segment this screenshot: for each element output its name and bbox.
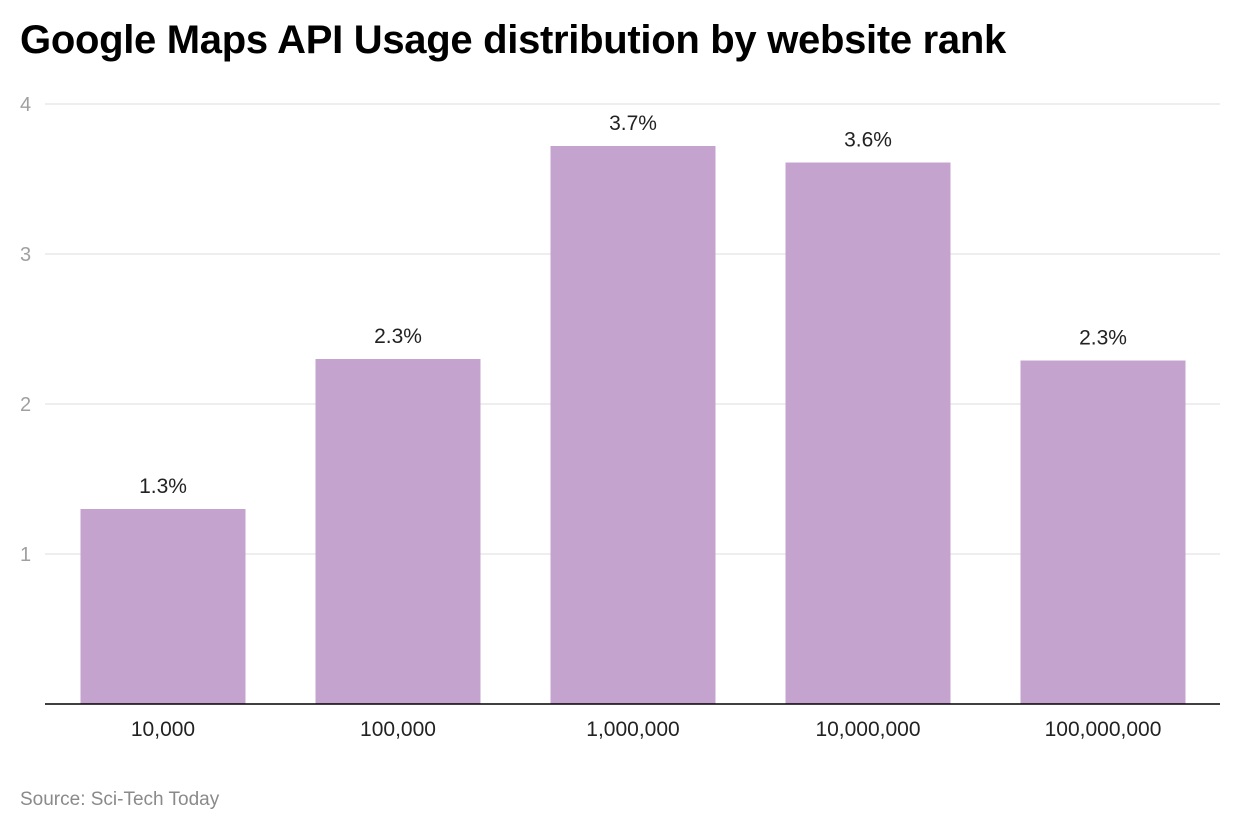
source-note: Source: Sci-Tech Today [20,789,220,810]
y-tick-label: 4 [20,94,31,116]
data-label: 2.3% [374,325,422,348]
bars [80,146,1186,704]
x-tick-label: 100,000 [360,718,436,741]
chart-title: Google Maps API Usage distribution by we… [20,18,1006,62]
data-label: 2.3% [1079,327,1127,350]
y-axis-ticks: 1 2 3 4 [20,94,31,566]
bar [80,509,246,704]
x-tick-label: 1,000,000 [586,718,679,741]
bar [550,146,716,704]
y-tick-label: 3 [20,244,31,266]
x-axis-ticks: 10,000 100,000 1,000,000 10,000,000 100,000,… [131,718,1162,741]
data-label: 1.3% [139,475,187,498]
x-tick-label: 100,000,000 [1045,718,1162,741]
bar [1020,360,1186,704]
bar [315,359,481,704]
data-labels: 1.3% 2.3% 3.7% 3.6% 2.3% [139,112,1127,498]
bar [785,162,951,704]
x-tick-label: 10,000 [131,718,195,741]
y-tick-label: 2 [20,394,31,416]
data-label: 3.6% [844,129,892,152]
y-tick-label: 1 [20,544,31,566]
x-tick-label: 10,000,000 [815,718,920,741]
data-label: 3.7% [609,112,657,135]
